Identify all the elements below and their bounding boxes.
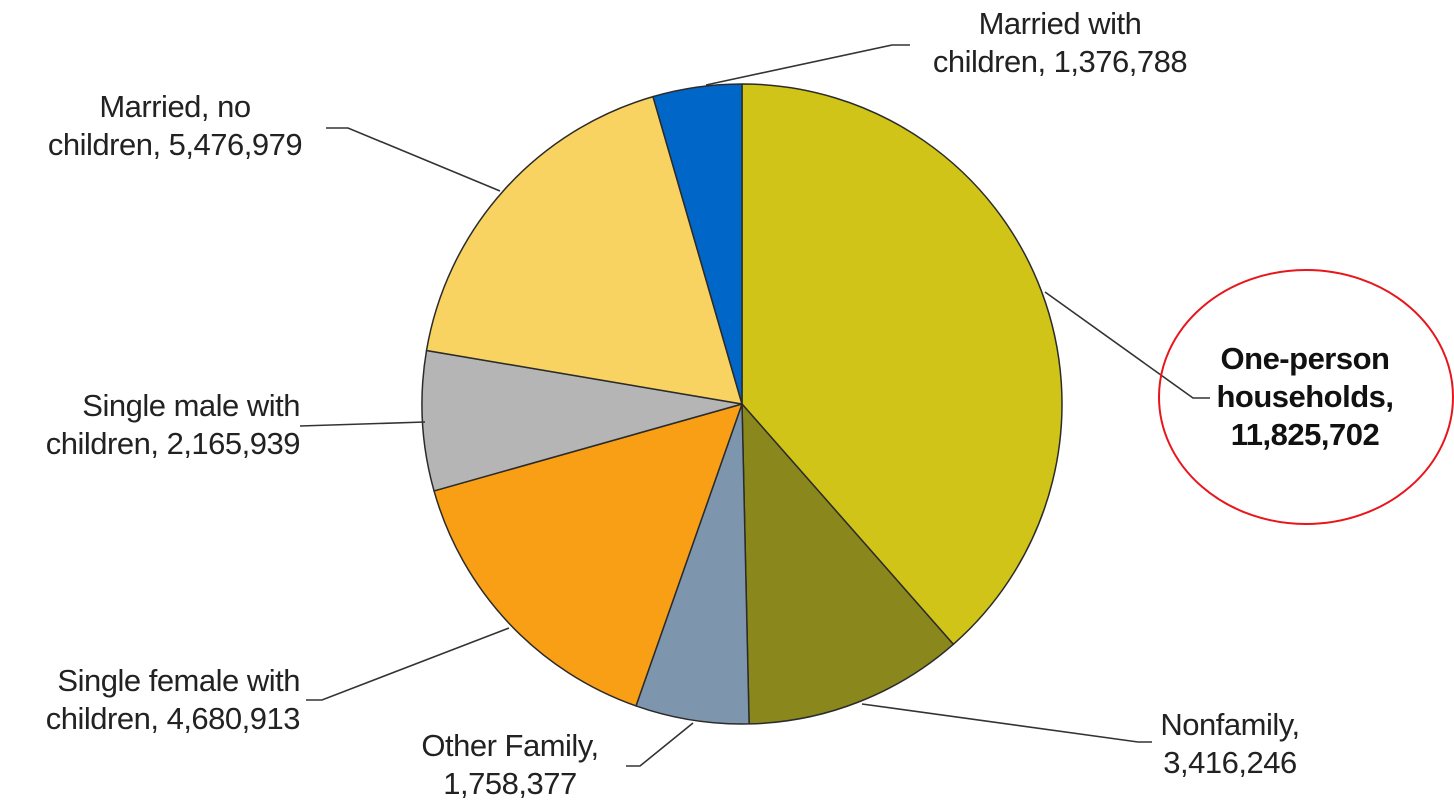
pie-slice-married-with-children	[652, 83, 743, 405]
slice-label-single-male-with-children: Single male with children, 2,165,939	[45, 388, 301, 461]
leader-lines	[299, 44, 1210, 767]
leader-line-other-family	[626, 722, 694, 767]
pie-slice-single-male-with-children	[421, 349, 743, 492]
pie-slice-married-no-children	[425, 95, 743, 405]
slice-label-nonfamily: Nonfamily, 3,416,246	[1160, 707, 1300, 780]
slice-label-married-no-children: Married, no children, 5,476,979	[47, 89, 303, 162]
leader-line-married-with-children	[705, 44, 910, 86]
pie-slices	[421, 83, 1063, 725]
pie-slice-one-person-households	[741, 83, 1063, 646]
slice-label-other-family: Other Family, 1,758,377	[421, 728, 599, 801]
leader-line-nonfamily	[861, 703, 1152, 743]
slice-label-married-with-children: Married with children, 1,376,788	[932, 6, 1188, 79]
pie-slice-single-female-with-children	[433, 403, 743, 707]
leader-line-one-person	[1044, 291, 1210, 399]
leader-line-married-no-children	[326, 127, 501, 192]
highlight-circle	[1158, 269, 1454, 525]
slice-label-single-female-with-children: Single female with children, 4,680,913	[45, 663, 301, 736]
leader-line-single-male	[299, 421, 426, 427]
slice-label-one-person-households: One-person households, 11,825,702	[1216, 341, 1394, 452]
pie-slice-nonfamily	[741, 403, 955, 725]
leader-line-single-female	[306, 627, 510, 701]
